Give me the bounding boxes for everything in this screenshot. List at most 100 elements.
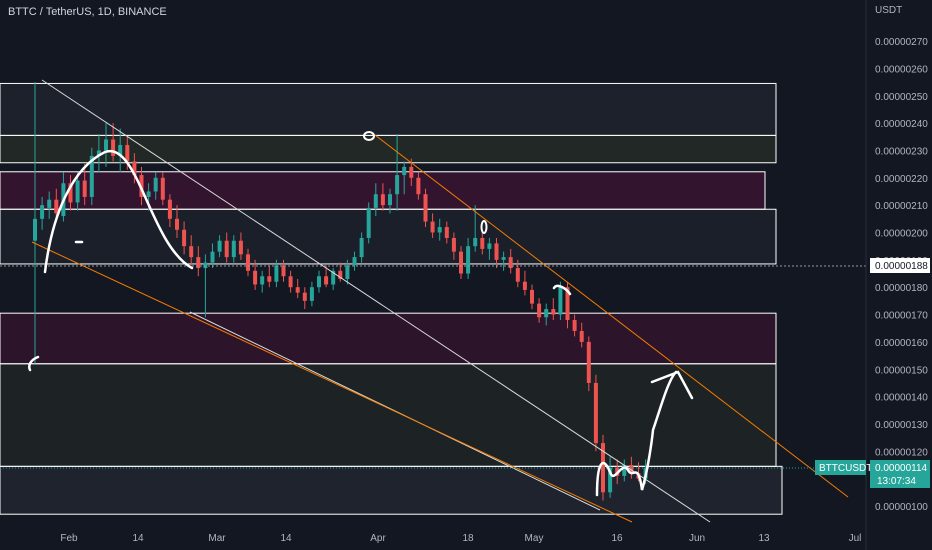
candle-body [160, 177, 165, 200]
price-tick-label: 0.00000170 [875, 311, 928, 322]
candle-body [544, 309, 549, 318]
candle-body [430, 221, 435, 233]
candle-body [89, 155, 94, 197]
candle-body [494, 243, 499, 260]
price-axis[interactable]: 0.000001000.000001100.000001200.00000130… [875, 37, 928, 513]
drawings-layer [28, 131, 694, 497]
candle-body [331, 270, 336, 285]
hand-drawn-arrowhead [650, 370, 694, 400]
zone-mid [0, 208, 777, 265]
candle-body [409, 166, 414, 178]
candle-body [153, 177, 158, 192]
candle-body [139, 175, 144, 197]
candle-body [395, 175, 400, 195]
candle-body [217, 240, 222, 252]
zone-lower [0, 363, 777, 467]
candle-body [608, 467, 613, 493]
time-tick-label: 13 [758, 533, 770, 544]
time-tick-label: 18 [462, 533, 474, 544]
candle-body [288, 276, 293, 288]
candle-body [522, 281, 527, 290]
candle-body [246, 254, 250, 271]
candle-body [459, 251, 463, 274]
hand-drawn-hook [28, 355, 40, 372]
candle-body [537, 303, 542, 318]
candle-body [132, 161, 137, 176]
price-tick-label: 0.00000270 [875, 37, 928, 48]
candle-body [111, 139, 116, 156]
zone-top [0, 82, 777, 136]
hand-drawn-oval-apr-18 [480, 220, 488, 234]
candle-body [167, 199, 172, 219]
price-tick-label: 0.00000200 [875, 229, 928, 240]
zone-upper-band [0, 134, 777, 164]
time-tick-label: Jul [849, 533, 862, 544]
candle-body [451, 237, 456, 252]
trendlines-layer [0, 0, 867, 550]
time-tick-label: 16 [611, 533, 623, 544]
time-tick-label: Apr [370, 533, 386, 544]
price-marker-box [870, 258, 930, 273]
candle-body [579, 330, 584, 342]
candle-body [515, 268, 520, 282]
candle-body [231, 240, 236, 258]
candle-body [196, 257, 201, 269]
candle-body [203, 262, 208, 269]
candle-body [274, 265, 279, 282]
candle-body [480, 237, 485, 249]
candle-body [622, 464, 627, 476]
candle-body [146, 191, 151, 197]
white-trendline-a [41, 79, 711, 523]
orange-channel-lower [31, 241, 633, 523]
candle-body [118, 144, 123, 156]
candle-body [437, 227, 442, 233]
zones-layer [0, 82, 783, 515]
candle-body [558, 287, 563, 315]
candle-body [182, 229, 187, 247]
axis-labels-layer: 0.00000188 BTTCUSDT 0.00000114 13:07:34 [815, 258, 930, 488]
symbol-tag-box [815, 460, 866, 475]
candle-body [302, 292, 307, 301]
candle-body [352, 257, 357, 266]
hand-drawn-oval-may [552, 284, 572, 296]
price-axis-unit: USDT [875, 5, 903, 16]
price-tick-label: 0.00000120 [875, 447, 928, 458]
chart-title: BTTC / TetherUS, 1D, BINANCE [8, 6, 167, 18]
candle-body [366, 207, 371, 238]
candle-body [345, 265, 350, 279]
candle-body [68, 183, 73, 203]
price-tick-label: 0.00000250 [875, 92, 928, 103]
hand-drawn-arc [43, 149, 194, 274]
time-tick-label: May [525, 533, 544, 544]
candle-body [175, 218, 179, 230]
candle-body [388, 194, 392, 206]
candle-body [380, 194, 385, 206]
candle-body [317, 276, 321, 288]
price-tick-label: 0.00000220 [875, 174, 928, 185]
zone-demand [0, 465, 783, 515]
candle-body [444, 227, 449, 238]
candle-body [501, 257, 506, 260]
hand-drawn-oval-apr [363, 131, 375, 141]
candle-body [487, 243, 492, 249]
candle-body [324, 276, 329, 285]
time-tick-label: 14 [132, 533, 144, 544]
candle-body [210, 251, 215, 263]
price-tick-label: 0.00000260 [875, 64, 928, 75]
price-tick-label: 0.00000240 [875, 119, 928, 130]
candle-countdown: 13:07:34 [877, 476, 916, 487]
candle-body [125, 144, 130, 162]
candles-layer [33, 82, 648, 501]
candle-body [593, 382, 598, 444]
candle-body [104, 139, 108, 151]
candle-body [267, 276, 272, 282]
candle-body [40, 205, 45, 219]
time-axis[interactable]: Feb 14 Mar 14 Apr 18 May 16 Jun 13 Jul [60, 533, 861, 544]
candle-body [551, 309, 556, 315]
time-tick-label: Mar [208, 533, 226, 544]
price-tick-label: 0.00000230 [875, 146, 928, 157]
time-tick-label: Feb [60, 533, 78, 544]
candle-body [309, 287, 314, 301]
last-price-box [870, 460, 930, 488]
